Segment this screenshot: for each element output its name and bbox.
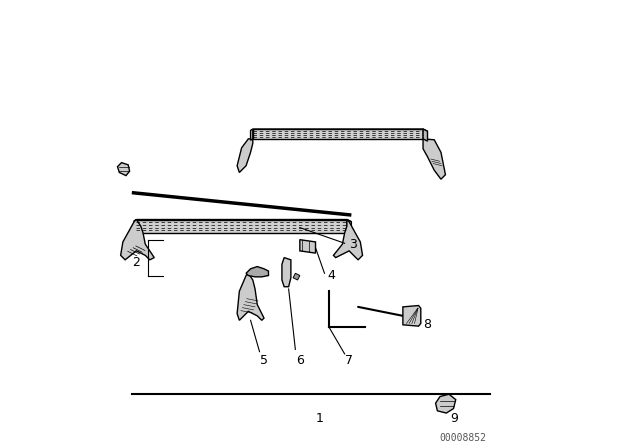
Polygon shape [403, 306, 421, 326]
Polygon shape [253, 129, 428, 131]
Polygon shape [347, 220, 351, 235]
Text: 2: 2 [132, 255, 140, 269]
Polygon shape [246, 267, 269, 277]
Polygon shape [134, 220, 136, 234]
Polygon shape [121, 220, 154, 260]
Polygon shape [333, 220, 362, 260]
Text: 6: 6 [296, 354, 304, 367]
Polygon shape [423, 139, 445, 179]
Text: 9: 9 [451, 412, 458, 426]
Polygon shape [293, 273, 300, 280]
Polygon shape [300, 240, 316, 253]
Text: 8: 8 [424, 318, 431, 332]
Polygon shape [136, 220, 351, 222]
Polygon shape [436, 394, 456, 413]
Text: 1: 1 [316, 412, 324, 426]
Polygon shape [282, 258, 291, 287]
Polygon shape [237, 139, 253, 172]
Polygon shape [136, 220, 347, 233]
Text: 3: 3 [349, 237, 357, 251]
Polygon shape [253, 129, 423, 139]
Text: 5: 5 [260, 354, 268, 367]
Polygon shape [423, 129, 428, 141]
Polygon shape [251, 129, 253, 140]
Text: 00008852: 00008852 [440, 433, 487, 443]
Polygon shape [118, 163, 130, 176]
Polygon shape [237, 273, 264, 320]
Text: 7: 7 [345, 354, 353, 367]
Text: 4: 4 [328, 269, 335, 282]
